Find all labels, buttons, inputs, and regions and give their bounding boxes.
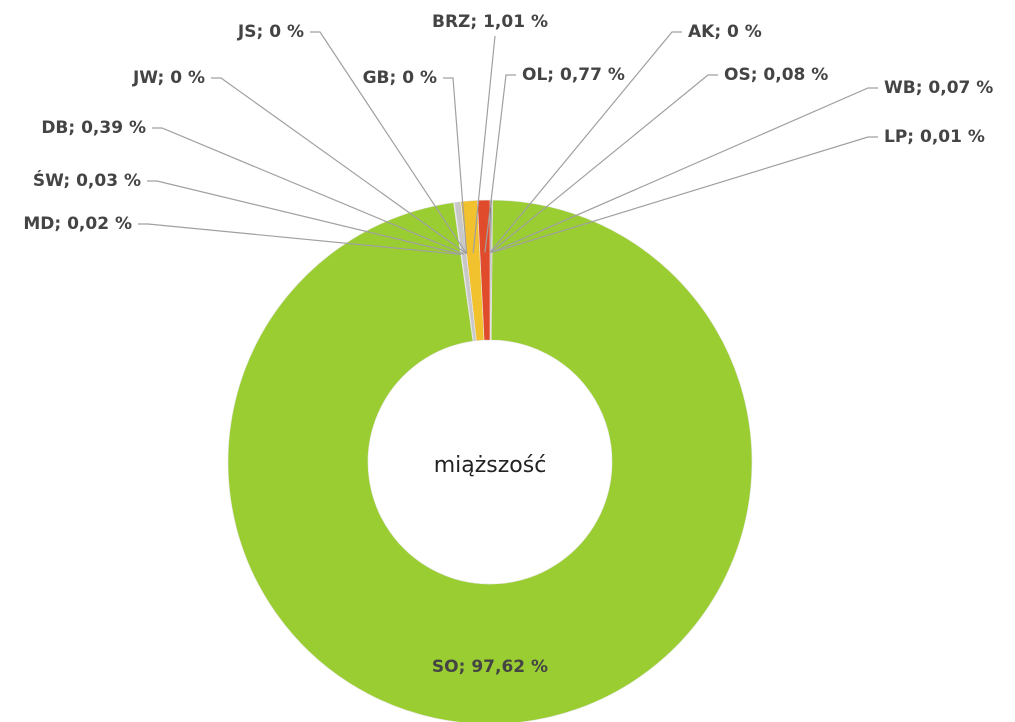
leader-line: [490, 74, 718, 253]
slices: [227, 199, 753, 722]
data-label: JW; 0 %: [132, 68, 205, 88]
data-label: ŚW; 0,03 %: [33, 169, 141, 191]
leader-line: [489, 31, 682, 253]
data-label: BRZ; 1,01 %: [432, 12, 548, 32]
data-label: SO; 97,62 %: [432, 657, 548, 677]
data-label: WB; 0,07 %: [884, 78, 993, 98]
leader-lines: [138, 31, 878, 256]
leader-line: [491, 87, 878, 253]
leader-line: [484, 74, 516, 253]
data-label: AK; 0 %: [688, 22, 762, 42]
leader-line: [138, 223, 462, 256]
data-label: OL; 0,77 %: [522, 65, 625, 85]
data-label: MD; 0,02 %: [23, 214, 132, 234]
leader-line: [147, 180, 462, 255]
leader-line: [211, 77, 467, 255]
data-label: LP; 0,01 %: [884, 127, 985, 147]
leader-line: [152, 127, 465, 255]
leader-line: [472, 35, 496, 254]
data-label: GB; 0 %: [363, 68, 437, 88]
leader-line: [491, 136, 878, 253]
slice: [227, 199, 753, 722]
leader-line: [443, 77, 468, 254]
center-label: miąższość: [434, 453, 547, 478]
data-label: OS; 0,08 %: [724, 65, 828, 85]
data-label: DB; 0,39 %: [41, 118, 146, 138]
leader-line: [310, 31, 468, 255]
data-label: JS; 0 %: [237, 22, 304, 42]
